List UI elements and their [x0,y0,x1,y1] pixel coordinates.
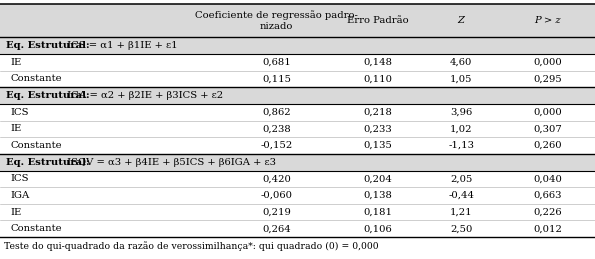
Text: 2,05: 2,05 [450,174,472,183]
Text: 0,204: 0,204 [364,174,392,183]
Bar [0,87,595,104]
Text: Eq. Estrutural:: Eq. Estrutural: [6,41,90,50]
Text: 0,238: 0,238 [262,124,291,133]
Text: IE: IE [10,124,21,133]
Text: IE: IE [10,208,21,217]
Text: Constante: Constante [10,224,62,233]
Text: Teste do qui-quadrado da razão de verossimilhança*: qui quadrado (0) = 0,000: Teste do qui-quadrado da razão de veross… [4,241,379,251]
Text: 0,000: 0,000 [533,58,562,67]
Text: 0,115: 0,115 [262,74,291,83]
Text: P > z: P > z [534,16,560,25]
Text: -1,13: -1,13 [448,141,474,150]
Text: 0,012: 0,012 [533,224,562,233]
Text: 0,138: 0,138 [364,191,392,200]
Text: 1,05: 1,05 [450,74,472,83]
Bar [0,4,595,37]
Text: -0,152: -0,152 [261,141,293,150]
Text: 0,307: 0,307 [533,124,562,133]
Text: 2,50: 2,50 [450,224,472,233]
Text: 0,218: 0,218 [364,108,392,117]
Text: ICS = α1 + β1IE + ε1: ICS = α1 + β1IE + ε1 [64,41,178,50]
Text: 0,135: 0,135 [364,141,392,150]
Text: 0,110: 0,110 [364,74,392,83]
Text: -0,44: -0,44 [448,191,474,200]
Text: 1,02: 1,02 [450,124,472,133]
Text: 3,96: 3,96 [450,108,472,117]
Text: 0,040: 0,040 [533,174,562,183]
Text: 0,106: 0,106 [364,224,392,233]
Text: 0,663: 0,663 [533,191,562,200]
Text: 0,862: 0,862 [262,108,291,117]
Bar [0,37,595,54]
Bar [0,154,595,170]
Text: Constante: Constante [10,74,62,83]
Text: IGA: IGA [10,191,29,200]
Text: 0,295: 0,295 [533,74,562,83]
Text: Eq. Estrutural:: Eq. Estrutural: [6,158,90,167]
Text: Z: Z [458,16,465,25]
Text: 0,226: 0,226 [533,208,562,217]
Text: 0,260: 0,260 [533,141,562,150]
Text: 0,420: 0,420 [262,174,291,183]
Text: 0,181: 0,181 [364,208,392,217]
Text: Erro Padrão: Erro Padrão [347,16,409,25]
Text: ISQV = α3 + β4IE + β5ICS + β6IGA + ε3: ISQV = α3 + β4IE + β5ICS + β6IGA + ε3 [64,158,276,167]
Text: -0,060: -0,060 [261,191,293,200]
Text: 0,000: 0,000 [533,108,562,117]
Text: IE: IE [10,58,21,67]
Text: Coeficiente de regressão padro-
nizado: Coeficiente de regressão padro- nizado [195,10,358,31]
Text: 0,233: 0,233 [364,124,392,133]
Text: 4,60: 4,60 [450,58,472,67]
Text: IGA = α2 + β2IE + β3ICS + ε2: IGA = α2 + β2IE + β3ICS + ε2 [64,91,223,100]
Text: ICS: ICS [10,174,29,183]
Text: 0,148: 0,148 [364,58,392,67]
Text: ICS: ICS [10,108,29,117]
Text: 0,681: 0,681 [262,58,291,67]
Text: Constante: Constante [10,141,62,150]
Text: 0,264: 0,264 [262,224,291,233]
Text: 1,21: 1,21 [450,208,472,217]
Text: Eq. Estrutural:: Eq. Estrutural: [6,91,90,100]
Text: 0,219: 0,219 [262,208,291,217]
